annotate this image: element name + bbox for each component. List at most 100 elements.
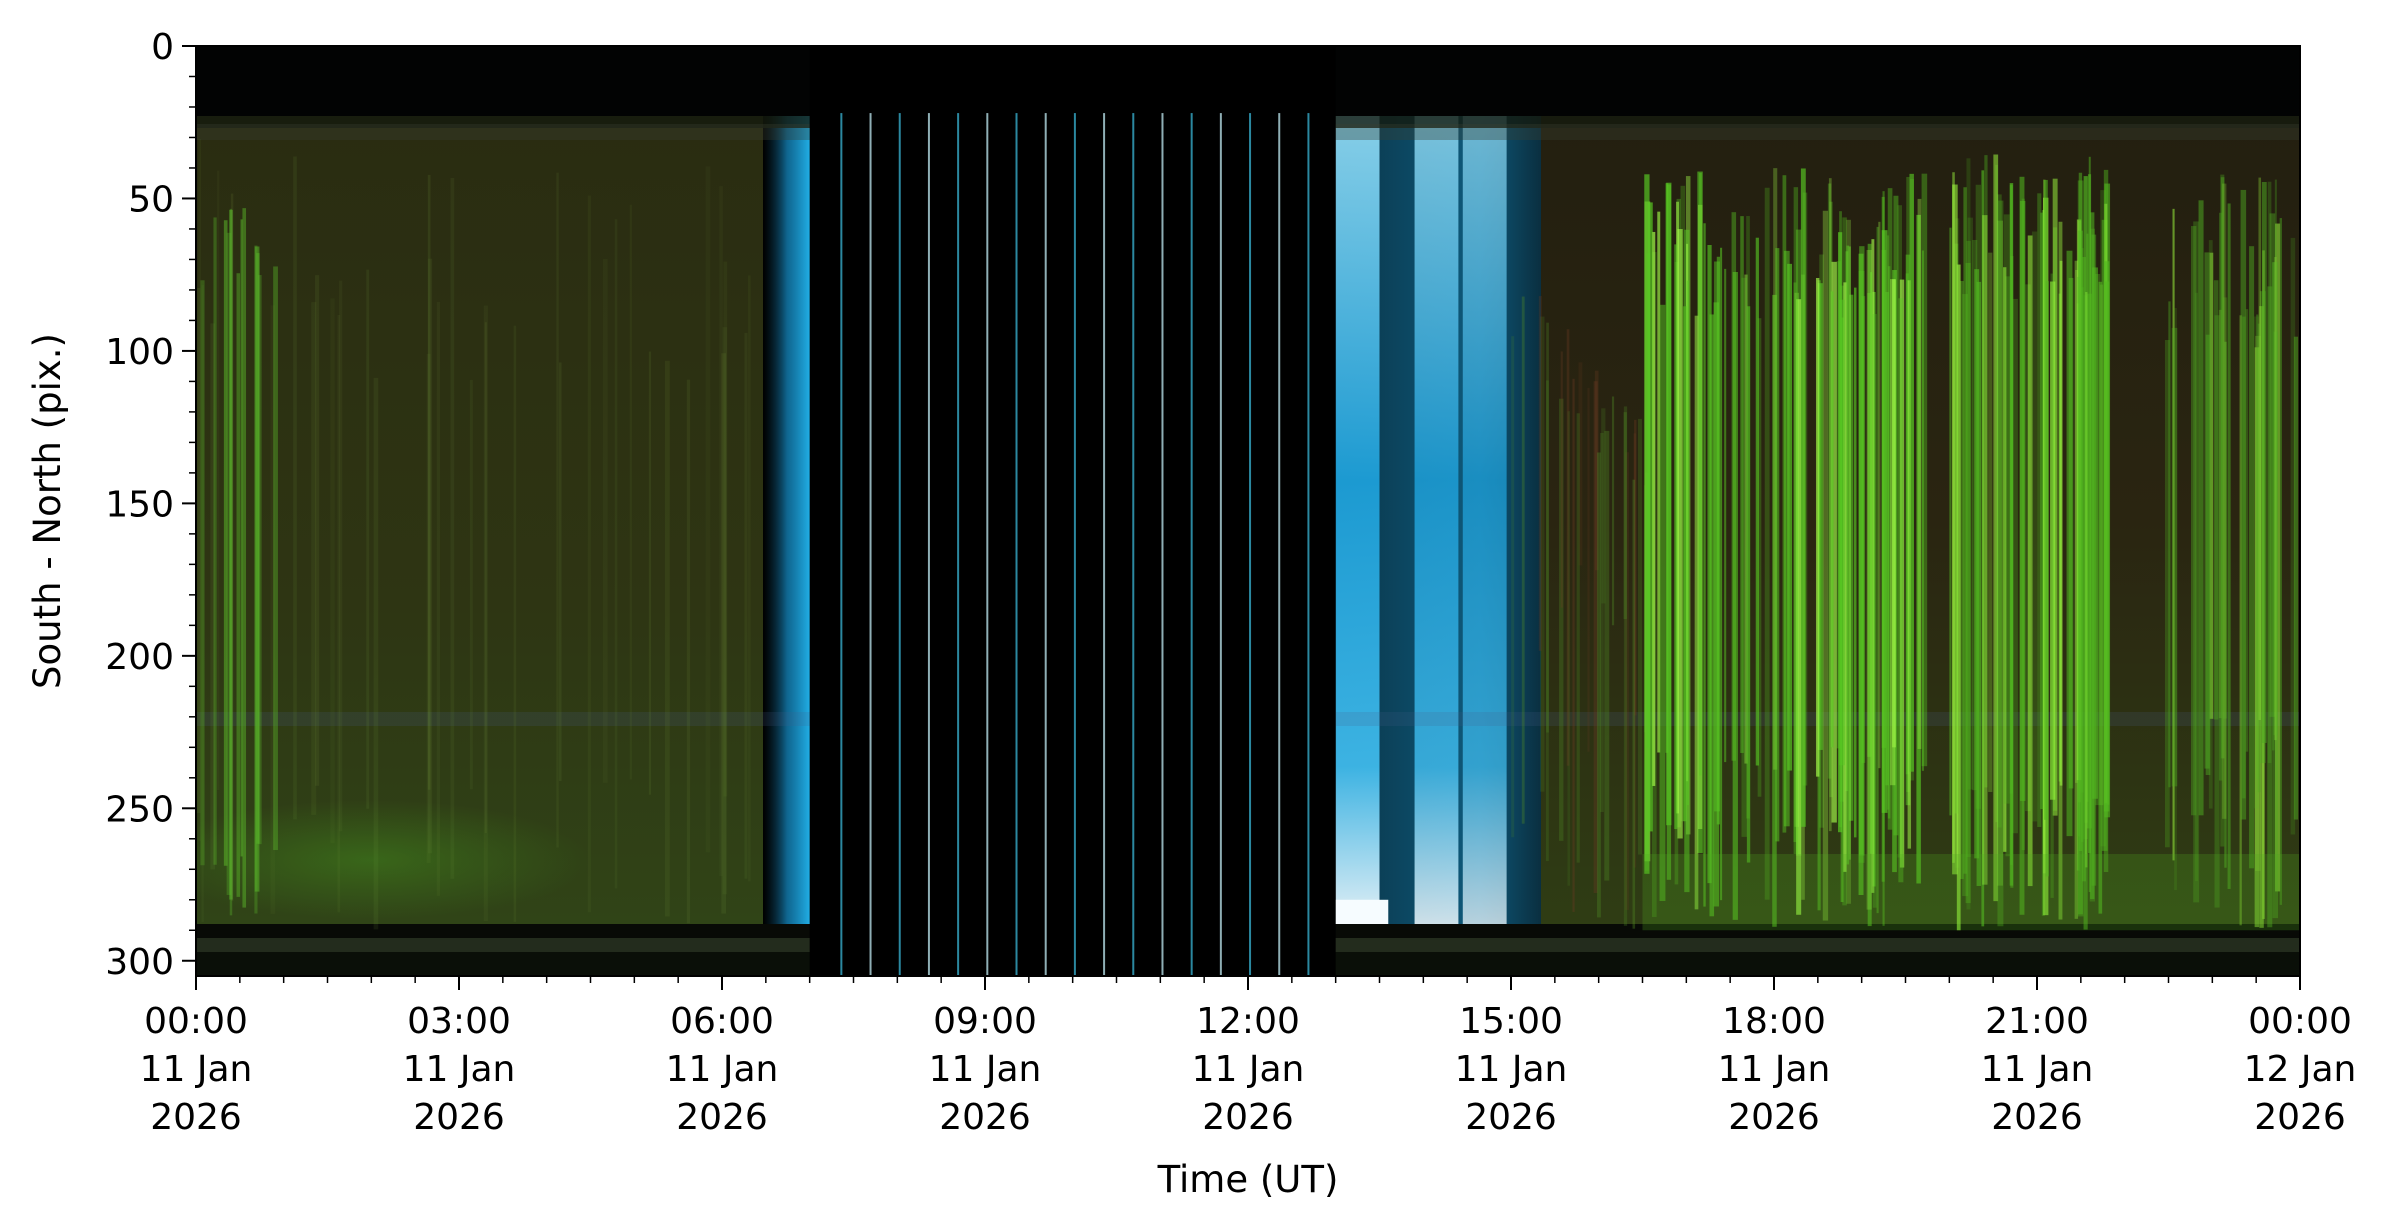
aurora-streak [2088, 156, 2091, 893]
aurora-streak [1965, 262, 1971, 904]
aurora-streak [1997, 200, 2004, 927]
aurora-streak [2239, 315, 2242, 926]
x-tick-label: 2026 [150, 1097, 242, 1138]
aurora-streak [2098, 281, 2103, 914]
aurora-streak [1783, 250, 1790, 827]
aurora-streak [1540, 316, 1545, 792]
aurora-streak [1597, 452, 1601, 918]
aurora-streak [1677, 229, 1683, 839]
aurora-streak [1772, 294, 1777, 927]
aurora-streak [1600, 432, 1604, 813]
x-tick-label: 00:00 [144, 1001, 248, 1042]
twilight-band [1335, 113, 1380, 931]
aurora-streak [1997, 220, 2004, 886]
aurora-streak [2089, 228, 2095, 902]
aurora-streak [1892, 270, 1897, 873]
y-tick-label: 50 [128, 179, 174, 220]
aurora-streak [226, 232, 232, 895]
x-axis-label: Time (UT) [1157, 1158, 1339, 1201]
aurora-streak [2193, 221, 2200, 903]
aurora-streak [1601, 408, 1606, 604]
aurora-streak [705, 166, 711, 853]
aurora-streak [2083, 176, 2088, 930]
aurora-streak [1720, 247, 1723, 901]
aurora-streak [1775, 248, 1780, 842]
aurora-streak [2267, 181, 2272, 764]
aurora-streak [1746, 306, 1751, 863]
aurora-streak [2195, 292, 2199, 882]
aurora-streak [1881, 196, 1885, 882]
aurora-streak [2009, 182, 2014, 886]
aurora-streak [2267, 286, 2273, 928]
aurora-streak [1827, 183, 1832, 779]
aurora-streak [2052, 178, 2058, 816]
aurora-streak [629, 204, 632, 780]
aurora-streak [1593, 381, 1598, 894]
aurora-streak [293, 156, 297, 820]
aurora-streak [2279, 218, 2282, 905]
aurora-streak [198, 138, 202, 841]
exposure-line [1073, 113, 1076, 976]
aurora-streak [1967, 217, 1973, 790]
aurora-streak [2274, 179, 2277, 741]
aurora-streak [1632, 479, 1636, 929]
aurora-streak [2092, 267, 2098, 799]
x-tick-label: 21:00 [1985, 1001, 2089, 1042]
aurora-streak [1905, 273, 1909, 775]
aurora-streak [1921, 173, 1928, 767]
aurora-streak [2077, 230, 2083, 915]
aurora-streak [1713, 302, 1720, 907]
aurora-streak [2198, 200, 2204, 816]
y-tick-label: 150 [105, 484, 174, 525]
aurora-streak [2255, 335, 2261, 871]
aurora-streak [1849, 294, 1854, 821]
aurora-streak [1838, 232, 1843, 833]
aurora-streak [1882, 191, 1885, 926]
aurora-streak [484, 322, 487, 834]
aurora-streak [2273, 331, 2278, 736]
aurora-streak [1898, 298, 1904, 883]
aurora-streak [230, 193, 234, 901]
aurora-streak [2213, 280, 2219, 720]
twilight-bands [1335, 113, 1507, 931]
aurora-streak [2003, 267, 2007, 852]
aurora-streak [1683, 306, 1687, 822]
aurora-streak [748, 275, 751, 882]
aurora-streak [1963, 187, 1967, 874]
aurora-streak [1993, 154, 1999, 902]
aurora-streak [229, 209, 233, 900]
aurora-streak [2261, 181, 2267, 743]
aurora-streak [2174, 307, 2177, 891]
aurora-streak [337, 314, 341, 913]
aurora-streak [339, 280, 343, 832]
aurora-streak [2209, 252, 2214, 719]
aurora-streak [1892, 279, 1896, 748]
aurora-streak [1881, 249, 1887, 748]
aurora-streak [1949, 227, 1952, 816]
exposure-line [840, 113, 843, 976]
aurora-streak [1644, 174, 1650, 874]
x-tick-label: 2026 [413, 1097, 505, 1138]
aurora-streak [311, 302, 317, 815]
x-tick-label: 2026 [1465, 1097, 1557, 1138]
exposure-line [1132, 113, 1135, 976]
aurora-streak [2205, 334, 2211, 776]
aurora-streak [2275, 223, 2281, 892]
aurora-streak [1594, 370, 1599, 571]
y-axis-label: South - North (pix.) [26, 333, 69, 689]
exposure-line [1278, 113, 1281, 976]
aurora-streak [1897, 205, 1902, 858]
aurora-streak [1511, 336, 1515, 838]
aurora-streak [1623, 412, 1627, 620]
aurora-streak [1830, 291, 1834, 748]
exposure-line [1307, 113, 1310, 976]
x-tick-label: 11 Jan [140, 1049, 253, 1090]
aurora-streak [1846, 245, 1850, 865]
aurora-streak [2058, 293, 2061, 782]
aurora-streak [1652, 231, 1656, 786]
aurora-streak [1854, 287, 1857, 838]
aurora-streak [373, 377, 379, 930]
aurora-streak [1755, 237, 1759, 766]
aurora-streak [513, 325, 517, 922]
aurora-streak [2256, 314, 2259, 779]
